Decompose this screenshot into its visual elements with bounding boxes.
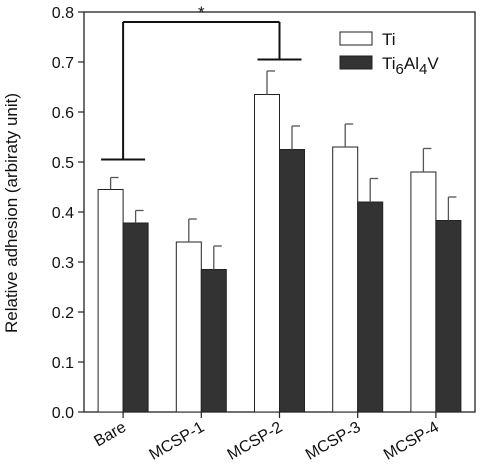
y-tick-label: 0.8 (52, 5, 74, 22)
bar-Ti-Bare (97, 189, 124, 413)
y-tick-label: 0.6 (52, 105, 74, 122)
significance-annotation: * (101, 3, 302, 161)
bar-Ti6Al4V-MCSP-2 (279, 149, 305, 413)
bar-Ti-MCSP-2 (254, 94, 280, 413)
legend-swatch-Ti (339, 31, 373, 46)
y-tick-label: 0.1 (52, 355, 74, 372)
x-tick-label: Bare (91, 419, 129, 451)
legend: Ti Ti6Al4V (339, 30, 439, 78)
bar-Ti6Al4V-Bare (122, 222, 149, 413)
x-tick-label: MCSP-2 (225, 419, 286, 464)
bar-Ti6Al4V-MCSP-4 (435, 220, 462, 413)
x-tick-label: MCSP-4 (381, 419, 442, 464)
x-tick-label: MCSP-1 (146, 419, 207, 464)
x-tick-label: MCSP-3 (303, 419, 364, 464)
bar-Ti-MCSP-4 (410, 171, 437, 413)
legend-label-Ti: Ti (382, 30, 396, 49)
y-tick-label: 0.5 (52, 155, 74, 172)
y-tick-label: 0.0 (52, 405, 74, 422)
significance-star: * (198, 3, 205, 22)
y-tick-label: 0.4 (52, 205, 74, 222)
bar-Ti6Al4V-MCSP-1 (200, 269, 227, 413)
y-axis-label: Relative adhesion (arbiraty unit) (2, 93, 21, 333)
legend-label-Ti6Al4V: Ti6Al4V (382, 54, 439, 78)
y-tick-label: 0.3 (52, 255, 74, 272)
legend-swatch-Ti6Al4V (339, 55, 373, 70)
y-tick-label: 0.7 (52, 55, 74, 72)
bars (97, 70, 462, 413)
bar-Ti6Al4V-MCSP-3 (357, 201, 384, 413)
y-tick-label: 0.2 (52, 305, 74, 322)
bar-Ti-MCSP-3 (332, 146, 359, 413)
bar-Ti-MCSP-1 (175, 241, 202, 413)
